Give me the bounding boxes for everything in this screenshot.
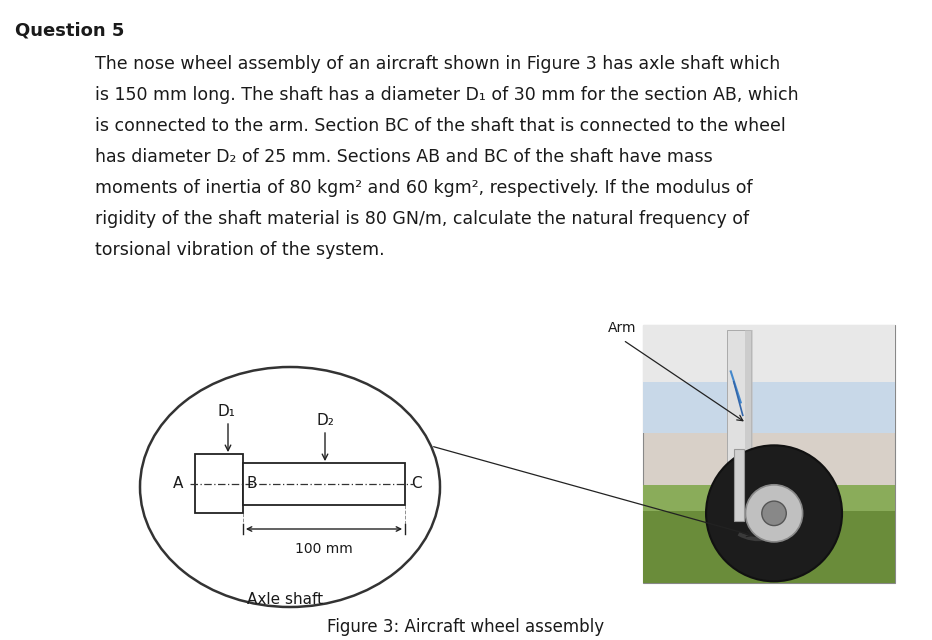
Bar <box>643 485 895 511</box>
Text: The nose wheel assembly of an aircraft shown in Figure 3 has axle shaft which: The nose wheel assembly of an aircraft s… <box>95 55 780 73</box>
Text: D₁: D₁ <box>217 404 235 419</box>
Text: rigidity of the shaft material is 80 GN/m, calculate the natural frequency of: rigidity of the shaft material is 80 GN/… <box>95 210 749 228</box>
Circle shape <box>761 501 787 525</box>
Bar <box>745 330 753 459</box>
Text: Question 5: Question 5 <box>15 22 124 40</box>
Text: D₂: D₂ <box>316 413 334 428</box>
Text: Axle shaft: Axle shaft <box>247 592 323 607</box>
Bar <box>643 325 895 583</box>
Text: moments of inertia of 80 kgm² and 60 kgm², respectively. If the modulus of: moments of inertia of 80 kgm² and 60 kgm… <box>95 179 753 197</box>
Text: C: C <box>411 477 421 492</box>
Text: torsional vibration of the system.: torsional vibration of the system. <box>95 241 385 259</box>
Bar <box>243 463 405 505</box>
Circle shape <box>746 484 802 542</box>
Text: Arm: Arm <box>608 321 637 335</box>
Bar <box>195 454 243 513</box>
Text: A: A <box>172 477 183 492</box>
Text: is connected to the arm. Section BC of the shaft that is connected to the wheel: is connected to the arm. Section BC of t… <box>95 117 786 135</box>
Circle shape <box>706 445 842 581</box>
Bar <box>643 500 895 583</box>
Bar <box>727 330 751 464</box>
Text: has diameter D₂ of 25 mm. Sections AB and BC of the shaft have mass: has diameter D₂ of 25 mm. Sections AB an… <box>95 148 713 166</box>
Text: is 150 mm long. The shaft has a diameter D₁ of 30 mm for the section AB, which: is 150 mm long. The shaft has a diameter… <box>95 86 799 104</box>
Bar <box>643 325 895 381</box>
Text: B: B <box>246 477 256 492</box>
Bar <box>643 325 895 433</box>
Text: 100 mm: 100 mm <box>295 542 353 556</box>
Text: Figure 3: Aircraft wheel assembly: Figure 3: Aircraft wheel assembly <box>327 618 605 636</box>
Bar <box>733 449 744 521</box>
